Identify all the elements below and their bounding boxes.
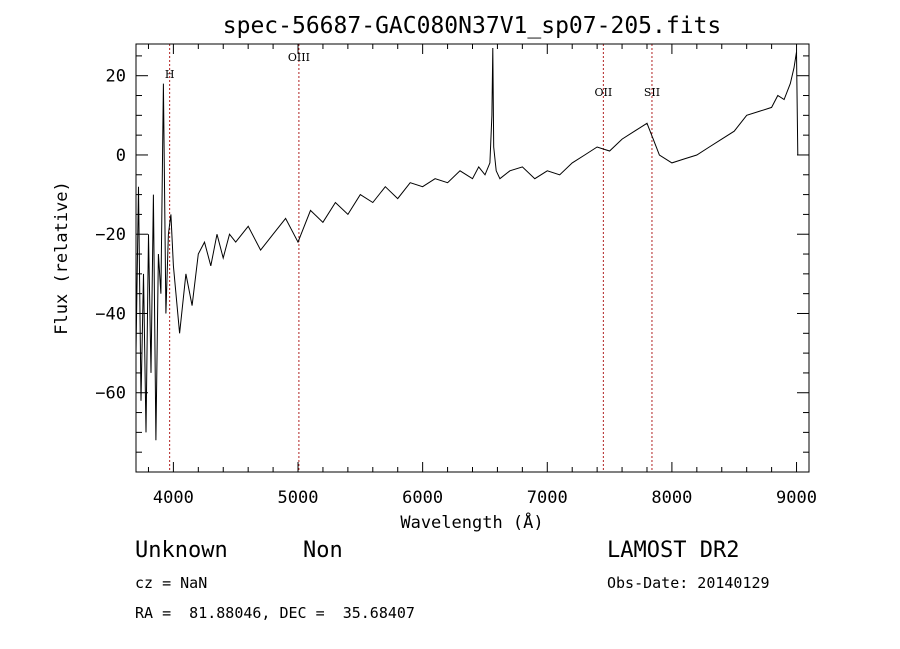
y-tick-label: 20 [106, 67, 126, 87]
y-axis-label: Flux (relative) [52, 181, 72, 335]
spectrum-line [135, 47, 799, 441]
x-tick-label: 8000 [651, 488, 692, 508]
line-annotation-label: H [165, 68, 175, 81]
redshift-cz: cz = NaN [135, 574, 208, 592]
x-tick-label: 9000 [776, 488, 817, 508]
line-annotation-label: OII [595, 86, 613, 99]
y-tick-labels: 20 0 −20 −40 −60 [95, 67, 126, 404]
line-annotation-label: SII [644, 86, 660, 99]
line-markers [169, 44, 653, 472]
coordinates: RA = 81.88046, DEC = 35.68407 [135, 604, 415, 622]
object-subclass: Non [303, 538, 343, 563]
y-tick-label: −60 [95, 384, 126, 404]
observation-date: Obs-Date: 20140129 [607, 574, 770, 592]
x-axis-ticks [147, 44, 798, 472]
y-axis-ticks [136, 55, 809, 453]
y-tick-label: −20 [95, 225, 126, 245]
x-tick-label: 4000 [153, 488, 194, 508]
object-class: Unknown [135, 538, 228, 563]
x-tick-labels: 4000 5000 6000 7000 8000 9000 [153, 488, 817, 508]
survey-name: LAMOST DR2 [607, 538, 740, 563]
line-annotation-label: OIII [288, 51, 310, 64]
chart-title: spec-56687-GAC080N37V1_sp07-205.fits [223, 13, 722, 39]
x-tick-label: 7000 [527, 488, 568, 508]
plot-frame [135, 43, 810, 473]
x-tick-label: 5000 [278, 488, 319, 508]
line-annotations: H OIII OII SII [165, 51, 660, 99]
y-tick-label: −40 [95, 304, 126, 324]
x-tick-label: 6000 [402, 488, 443, 508]
y-tick-label: 0 [116, 146, 126, 166]
x-axis-label: Wavelength (Å) [400, 511, 543, 533]
